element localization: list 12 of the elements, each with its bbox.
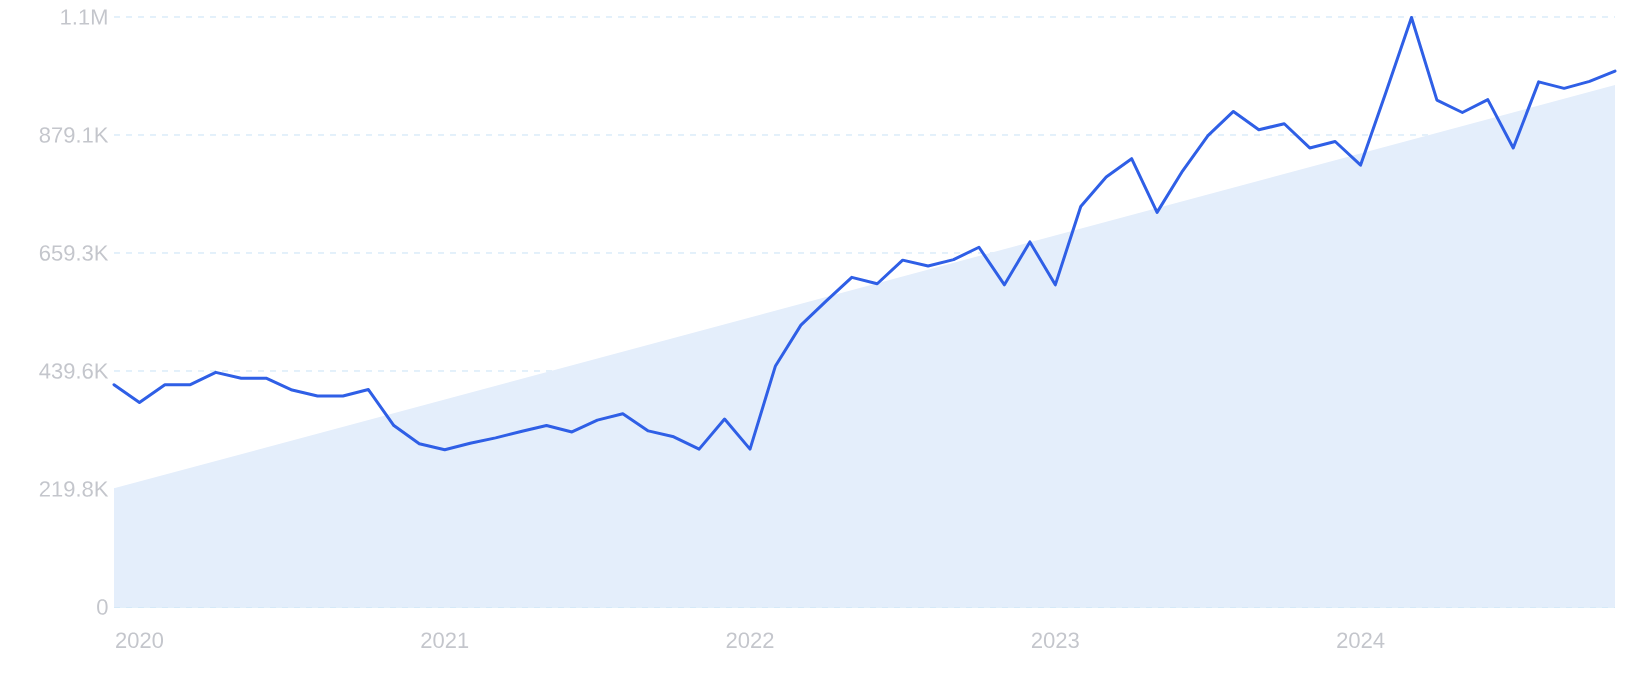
x-tick-label: 2022 bbox=[726, 632, 774, 649]
x-tick-label: 2020 bbox=[116, 632, 164, 649]
y-tick-label: 439.6K bbox=[39, 363, 109, 379]
y-tick-label: 0 bbox=[97, 599, 108, 615]
y-tick-label: 659.3K bbox=[39, 245, 109, 261]
y-tick-label: 1.1M bbox=[61, 9, 107, 25]
x-tick-label: 2021 bbox=[421, 632, 469, 649]
x-tick-label: 2023 bbox=[1031, 632, 1079, 649]
y-tick-label: 219.8K bbox=[39, 481, 109, 497]
x-tick-label: 2024 bbox=[1337, 632, 1385, 649]
line-series bbox=[112, 15, 1617, 452]
y-tick-label: 879.1K bbox=[39, 127, 109, 143]
